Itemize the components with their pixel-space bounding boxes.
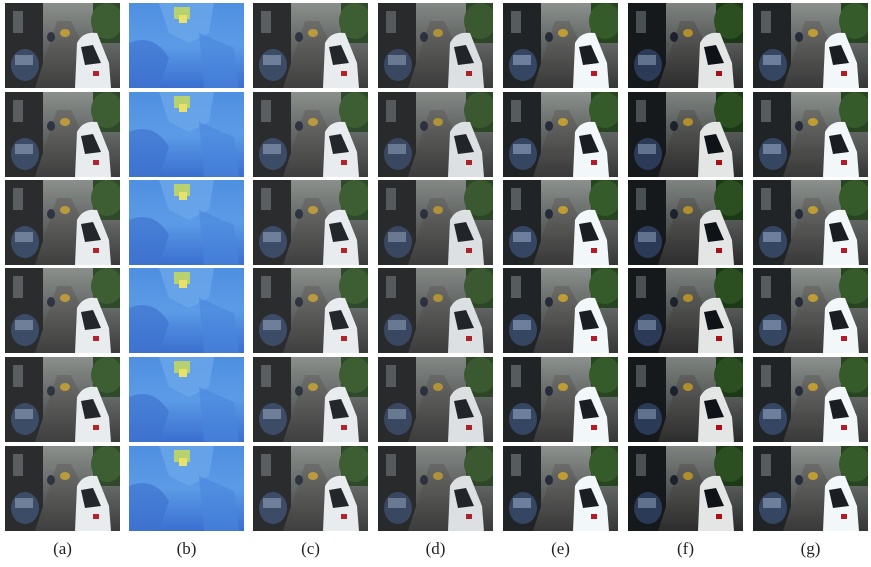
street-image xyxy=(628,357,746,442)
street-image xyxy=(5,3,123,88)
street-image xyxy=(5,446,123,531)
street-image xyxy=(628,180,746,265)
street-image xyxy=(503,446,621,531)
street-image xyxy=(5,92,123,177)
figure: (a) (b) (c) (d) (e) (f) (g) xyxy=(0,0,871,567)
street-image xyxy=(503,357,621,442)
street-image xyxy=(378,92,496,177)
street-image xyxy=(753,3,871,88)
street-image xyxy=(753,446,871,531)
heatmap-image xyxy=(129,180,244,265)
image-grid xyxy=(5,3,871,531)
street-image xyxy=(378,180,496,265)
column-label: (g) xyxy=(801,539,821,558)
street-image xyxy=(5,268,123,353)
street-image xyxy=(253,92,371,177)
column-label: (e) xyxy=(551,539,570,558)
street-image xyxy=(503,180,621,265)
column-label: (f) xyxy=(677,539,694,558)
street-image xyxy=(503,92,621,177)
heatmap-image xyxy=(129,357,244,442)
street-image xyxy=(253,3,371,88)
column-label: (d) xyxy=(426,539,446,558)
street-image xyxy=(628,268,746,353)
street-image xyxy=(753,92,871,177)
column-labels: (a) (b) (c) (d) (e) (f) (g) xyxy=(53,539,820,558)
street-image xyxy=(753,357,871,442)
street-image xyxy=(753,180,871,265)
street-image xyxy=(5,180,123,265)
heatmap-image xyxy=(129,446,244,531)
street-image xyxy=(378,3,496,88)
heatmap-image xyxy=(129,92,244,177)
column-label: (b) xyxy=(177,539,197,558)
column-label: (c) xyxy=(301,539,320,558)
street-image xyxy=(628,92,746,177)
heatmap-image xyxy=(129,3,244,88)
street-image xyxy=(378,268,496,353)
heatmap-image xyxy=(129,268,244,353)
street-image xyxy=(503,268,621,353)
street-image xyxy=(753,268,871,353)
column-label: (a) xyxy=(53,539,72,558)
street-image xyxy=(628,3,746,88)
street-image xyxy=(378,446,496,531)
street-image xyxy=(5,357,123,442)
street-image xyxy=(253,357,371,442)
street-image xyxy=(253,268,371,353)
street-image xyxy=(628,446,746,531)
street-image xyxy=(253,180,371,265)
street-image xyxy=(503,3,621,88)
street-image xyxy=(378,357,496,442)
street-image xyxy=(253,446,371,531)
